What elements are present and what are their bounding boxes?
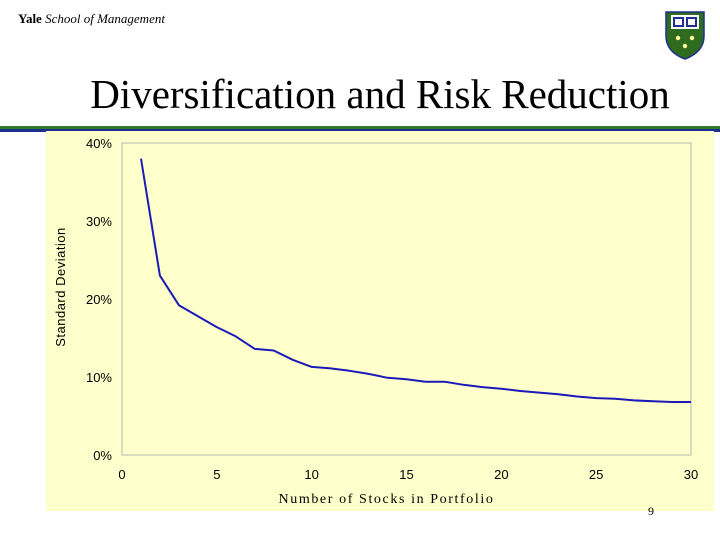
series-line [140, 158, 691, 403]
y-tick-label: 10% [86, 370, 112, 385]
y-tick-label: 20% [86, 292, 112, 307]
x-axis-label: Number of Stocks in Portfolio [279, 492, 495, 507]
x-tick-label: 30 [684, 467, 698, 482]
x-tick-label: 15 [399, 467, 413, 482]
y-tick-label: 30% [86, 214, 112, 229]
y-tick-label: 0% [93, 448, 112, 463]
x-tick-label: 10 [304, 467, 318, 482]
x-tick-label: 0 [118, 467, 125, 482]
brand-school: School of Management [45, 11, 165, 26]
y-tick-label: 40% [86, 136, 112, 151]
brand-header: Yale School of Management [18, 11, 165, 27]
yale-crest-icon [665, 11, 705, 60]
risk-chart: 0% 10% 20% 30% 40% 0 5 10 15 20 25 30 Number of Stoc… [53, 136, 698, 507]
slide-title: Diversification and Risk Reduction [90, 71, 670, 117]
chart-panel: 0% 10% 20% 30% 40% 0 5 10 15 20 25 30 Number of Stoc… [46, 131, 714, 511]
brand-name: Yale [18, 11, 42, 26]
x-tick-label: 5 [213, 467, 220, 482]
title-divider [0, 126, 720, 132]
y-axis-label: Standard Deviation [53, 227, 68, 347]
x-tick-label: 25 [589, 467, 603, 482]
x-tick-label: 20 [494, 467, 508, 482]
plot-area [121, 142, 692, 456]
slide-number: 9 [648, 504, 654, 518]
